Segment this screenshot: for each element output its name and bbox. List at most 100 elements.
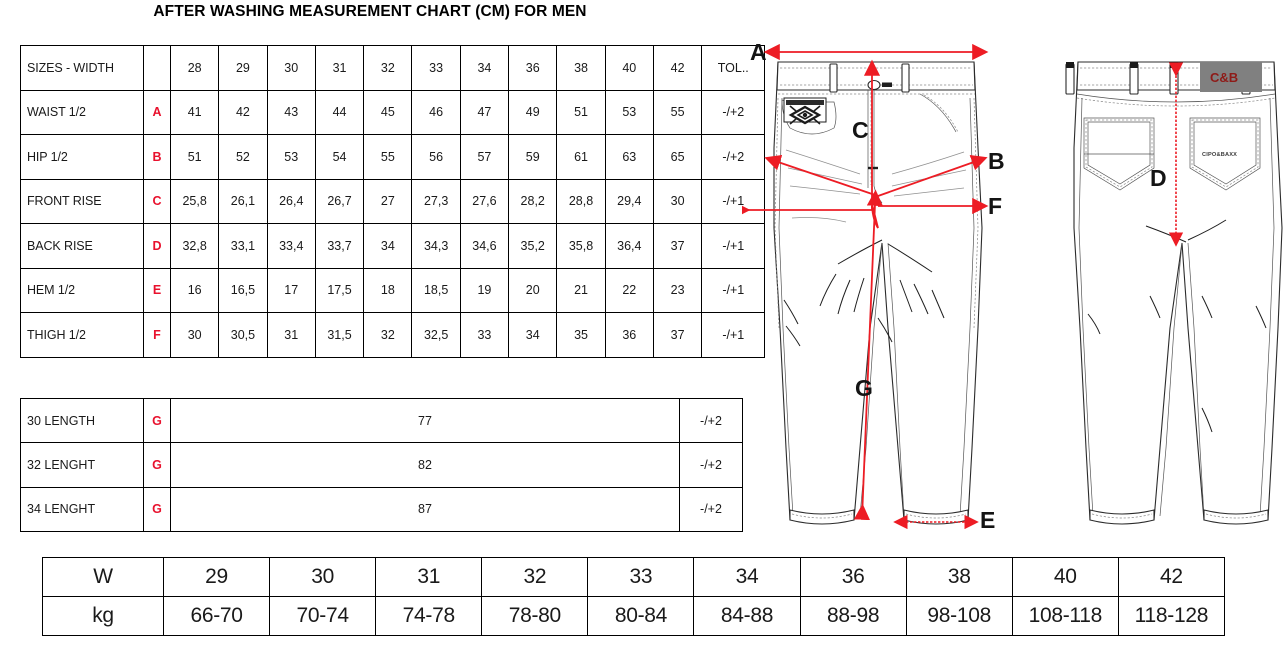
cell-frontrise-34: 27,6 (459, 178, 510, 224)
cell-hip-40: 63 (604, 134, 654, 180)
cell-waist-30: 43 (266, 89, 316, 135)
row-letter-e: E (143, 267, 171, 313)
table-row: HEM 1/2 E 16 16,5 17 17,5 18 18,5 19 20 … (20, 267, 766, 313)
weight-size-42: 42 (1117, 557, 1225, 597)
cell-backrise-32: 34 (363, 223, 413, 269)
cell-waist-38: 51 (556, 89, 606, 135)
cell-hip-32: 55 (363, 134, 413, 180)
table-row: HIP 1/2 B 51 52 53 54 55 56 57 59 61 63 … (20, 134, 766, 180)
weight-size-40: 40 (1011, 557, 1119, 597)
size-header-32: 32 (363, 45, 413, 91)
cell-waist-33: 46 (411, 89, 461, 135)
page-title: AFTER WASHING MEASUREMENT CHART (CM) FOR… (153, 3, 587, 20)
cell-frontrise-42: 30 (652, 178, 703, 224)
row-letter-b: B (143, 134, 171, 180)
size-header-31: 31 (314, 45, 365, 91)
weight-size-33: 33 (587, 557, 695, 597)
weight-kg-33: 80-84 (587, 596, 695, 636)
size-header-30: 30 (266, 45, 316, 91)
weight-size-29: 29 (162, 557, 271, 597)
size-header-40: 40 (604, 45, 654, 91)
size-header-42: 42 (652, 45, 703, 91)
row-label-front-rise: FRONT RISE (20, 178, 144, 224)
weight-table: W 29 30 31 32 33 34 36 38 40 42 kg 66-70… (42, 557, 1225, 636)
cell-frontrise-tol: -/+1 (701, 178, 766, 224)
weight-size-38: 38 (905, 557, 1013, 597)
size-header-29: 29 (218, 45, 268, 91)
weight-size-34: 34 (693, 557, 801, 597)
cell-waist-42: 55 (652, 89, 703, 135)
weight-kg-30: 70-74 (269, 596, 377, 636)
header-letter (143, 45, 171, 91)
cell-waist-34: 47 (459, 89, 510, 135)
cell-hip-36: 59 (508, 134, 558, 180)
jeans-measurement-illustration: A C B F G E C&B CIPO&BAXX (742, 28, 1283, 544)
cell-frontrise-29: 26,1 (218, 178, 268, 224)
row-label-length-30: 30 LENGTH (20, 397, 144, 444)
cell-hem-32: 18 (363, 267, 413, 313)
front-jeans-drawing (773, 61, 983, 525)
cell-backrise-31: 33,7 (314, 223, 365, 269)
weight-size-30: 30 (269, 557, 377, 597)
cell-hem-34: 19 (459, 267, 510, 313)
cell-length-34: 87 (170, 486, 680, 532)
cell-waist-36: 49 (508, 89, 558, 135)
table-row: BACK RISE D 32,8 33,1 33,4 33,7 34 34,3 … (20, 223, 766, 269)
cell-hem-33: 18,5 (411, 267, 461, 313)
cell-backrise-tol: -/+1 (701, 223, 766, 269)
table-row: 32 LENGHT G 82 -/+2 (20, 442, 743, 488)
table-row: WAIST 1/2 A 41 42 43 44 45 46 47 49 51 5… (20, 89, 766, 135)
row-letter-d: D (143, 223, 171, 269)
table-row: FRONT RISE C 25,8 26,1 26,4 26,7 27 27,3… (20, 178, 766, 224)
cell-hem-36: 20 (508, 267, 558, 313)
cell-length-32: 82 (170, 442, 680, 488)
size-header-36: 36 (508, 45, 558, 91)
weight-size-32: 32 (481, 557, 589, 597)
cell-backrise-38: 35,8 (556, 223, 606, 269)
cell-backrise-29: 33,1 (218, 223, 268, 269)
cell-backrise-30: 33,4 (266, 223, 316, 269)
weight-size-header: W (42, 557, 164, 597)
row-label-thigh: THIGH 1/2 (20, 312, 144, 358)
cell-hip-30: 53 (266, 134, 316, 180)
cell-thigh-tol: -/+1 (701, 312, 766, 358)
row-label-back-rise: BACK RISE (20, 223, 144, 269)
pocket-brand-label: CIPO&BAXX (1202, 152, 1237, 158)
cell-frontrise-36: 28,2 (508, 178, 558, 224)
cell-waist-31: 44 (314, 89, 365, 135)
cell-hem-38: 21 (556, 267, 606, 313)
cell-hip-38: 61 (556, 134, 606, 180)
row-label-hem: HEM 1/2 (20, 267, 144, 313)
cell-length-34-tol: -/+2 (679, 486, 743, 532)
cell-hip-28: 51 (169, 134, 220, 180)
cell-hem-28: 16 (169, 267, 220, 313)
length-table: 30 LENGTH G 77 -/+2 32 LENGHT G 82 -/+2 … (20, 397, 743, 532)
weight-kg-34: 84-88 (693, 596, 801, 636)
cell-backrise-42: 37 (652, 223, 703, 269)
weight-kg-42: 118-128 (1117, 596, 1225, 636)
cell-waist-tol: -/+2 (701, 89, 766, 135)
cell-hem-42: 23 (652, 267, 703, 313)
dimension-letter-a: A (750, 39, 767, 65)
row-letter-g-32: G (143, 442, 171, 488)
row-label-length-32: 32 LENGHT (20, 442, 144, 488)
weight-kg-29: 66-70 (162, 596, 271, 636)
row-letter-g-30: G (143, 397, 171, 444)
cell-waist-29: 42 (218, 89, 268, 135)
cell-thigh-28: 30 (169, 312, 220, 358)
cell-thigh-34: 33 (459, 312, 510, 358)
row-label-hip: HIP 1/2 (20, 134, 144, 180)
cell-thigh-40: 36 (604, 312, 654, 358)
weight-size-31: 31 (375, 557, 483, 597)
weight-kg-32: 78-80 (481, 596, 589, 636)
weight-kg-40: 108-118 (1011, 596, 1119, 636)
cell-frontrise-30: 26,4 (266, 178, 316, 224)
row-label-length-34: 34 LENGHT (20, 486, 144, 532)
cell-backrise-36: 35,2 (508, 223, 558, 269)
cell-backrise-28: 32,8 (169, 223, 220, 269)
table-row: 30 LENGTH G 77 -/+2 (20, 397, 743, 444)
cell-thigh-30: 31 (266, 312, 316, 358)
cell-hem-29: 16,5 (218, 267, 268, 313)
header-label: SIZES - WIDTH (20, 45, 144, 91)
cell-thigh-29: 30,5 (218, 312, 268, 358)
